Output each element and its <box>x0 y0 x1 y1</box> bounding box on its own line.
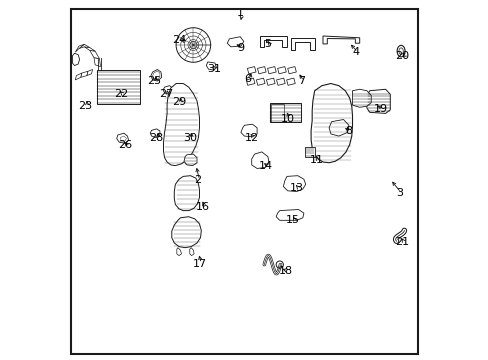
Polygon shape <box>72 53 80 66</box>
Polygon shape <box>189 248 194 256</box>
Text: 11: 11 <box>309 155 323 165</box>
Polygon shape <box>75 44 84 52</box>
Circle shape <box>176 28 210 62</box>
Polygon shape <box>241 124 257 137</box>
Polygon shape <box>246 78 254 85</box>
Text: 7: 7 <box>298 76 305 86</box>
Text: 18: 18 <box>278 266 292 276</box>
Polygon shape <box>366 89 389 113</box>
Polygon shape <box>176 93 185 102</box>
Polygon shape <box>256 78 264 85</box>
Polygon shape <box>251 152 268 168</box>
Polygon shape <box>310 84 352 163</box>
Ellipse shape <box>396 45 404 57</box>
Polygon shape <box>163 84 199 166</box>
Polygon shape <box>183 154 197 166</box>
Text: 1: 1 <box>236 8 243 18</box>
Text: 15: 15 <box>285 215 300 225</box>
Text: 29: 29 <box>171 96 186 107</box>
Polygon shape <box>150 129 160 138</box>
Polygon shape <box>352 89 370 107</box>
Polygon shape <box>259 36 286 47</box>
Polygon shape <box>75 73 81 80</box>
Bar <box>97 70 140 104</box>
Text: 30: 30 <box>183 132 196 143</box>
Polygon shape <box>305 147 314 157</box>
Polygon shape <box>84 47 95 51</box>
Polygon shape <box>267 67 276 74</box>
Text: 19: 19 <box>373 104 387 114</box>
Polygon shape <box>227 37 244 47</box>
Text: 22: 22 <box>114 89 128 99</box>
Polygon shape <box>174 176 199 211</box>
Text: 2: 2 <box>194 175 201 185</box>
Text: 6: 6 <box>244 74 251 84</box>
Polygon shape <box>269 103 301 122</box>
Circle shape <box>189 41 197 49</box>
Text: 10: 10 <box>280 114 294 124</box>
Polygon shape <box>87 69 92 76</box>
Polygon shape <box>277 67 285 74</box>
Text: 16: 16 <box>196 202 210 212</box>
Text: 31: 31 <box>206 64 221 74</box>
Text: 27: 27 <box>159 89 173 99</box>
Text: 8: 8 <box>345 126 352 136</box>
Polygon shape <box>171 217 201 248</box>
Text: 3: 3 <box>395 188 402 198</box>
Text: 20: 20 <box>394 51 408 61</box>
Text: 12: 12 <box>244 132 258 143</box>
Polygon shape <box>322 36 359 44</box>
Polygon shape <box>151 69 162 81</box>
Text: 13: 13 <box>289 183 303 193</box>
Polygon shape <box>287 67 296 74</box>
Polygon shape <box>276 78 285 85</box>
Polygon shape <box>81 71 88 77</box>
Polygon shape <box>290 38 314 50</box>
Text: 24: 24 <box>172 35 186 45</box>
Text: 25: 25 <box>146 76 161 86</box>
Polygon shape <box>94 58 101 67</box>
Polygon shape <box>286 78 295 85</box>
Polygon shape <box>206 62 216 70</box>
Polygon shape <box>247 67 256 74</box>
Polygon shape <box>266 78 275 85</box>
Polygon shape <box>163 86 172 94</box>
Polygon shape <box>177 248 181 256</box>
Polygon shape <box>276 210 303 220</box>
Polygon shape <box>79 44 89 49</box>
Text: 4: 4 <box>352 47 359 57</box>
Text: 23: 23 <box>78 101 92 111</box>
Polygon shape <box>257 67 265 74</box>
Polygon shape <box>89 50 99 59</box>
Text: 26: 26 <box>118 140 132 150</box>
Text: 5: 5 <box>264 39 271 49</box>
Polygon shape <box>186 130 195 138</box>
Text: 14: 14 <box>259 161 273 171</box>
Polygon shape <box>328 120 348 136</box>
Text: 21: 21 <box>394 237 408 247</box>
Text: 28: 28 <box>149 132 163 143</box>
Text: 17: 17 <box>192 258 206 269</box>
Polygon shape <box>117 133 128 143</box>
Text: 9: 9 <box>237 42 244 53</box>
Polygon shape <box>283 176 305 192</box>
